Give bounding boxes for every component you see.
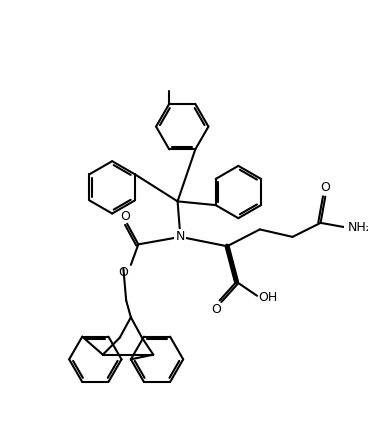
Text: NH₂: NH₂ xyxy=(348,221,368,234)
Text: O: O xyxy=(118,266,128,279)
Text: N: N xyxy=(176,230,185,244)
Text: O: O xyxy=(320,181,330,194)
Text: O: O xyxy=(211,303,221,316)
Text: O: O xyxy=(120,210,130,223)
Text: OH: OH xyxy=(259,291,278,304)
Polygon shape xyxy=(227,246,238,284)
